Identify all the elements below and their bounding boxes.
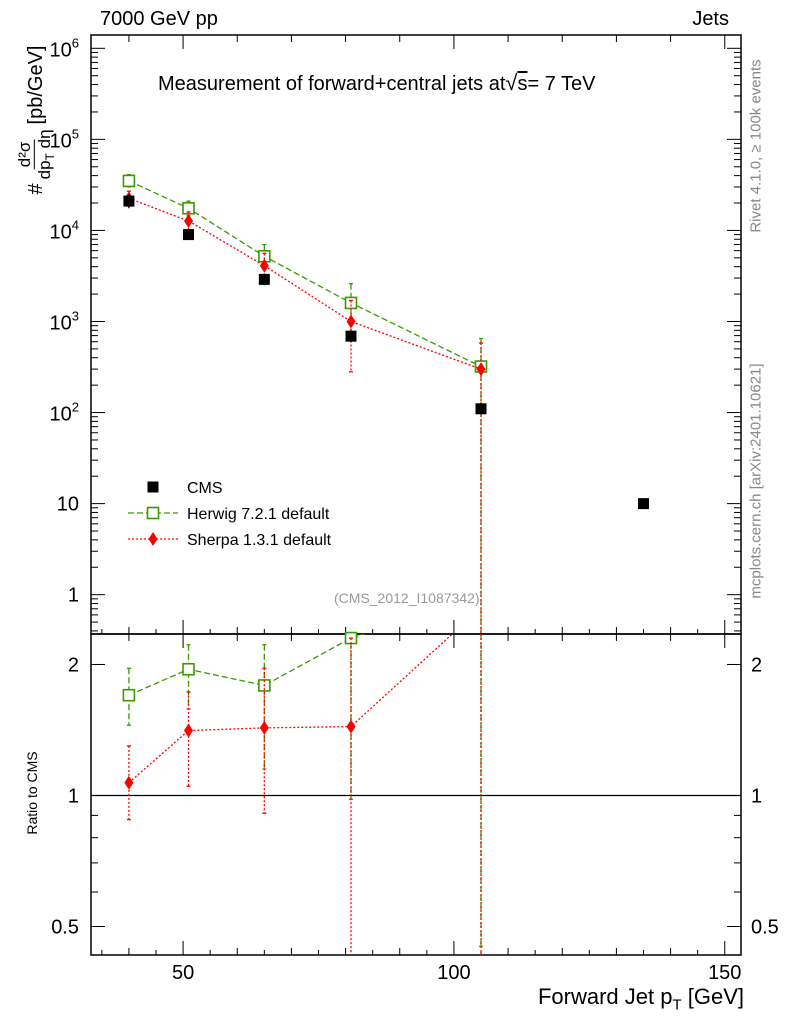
tick-exponent: 3 (72, 308, 79, 323)
beam-label: 7000 GeV pp (100, 8, 218, 30)
main-y-tick-label: 10 (57, 494, 79, 516)
ratio-y-tick-label: 0.5 (51, 916, 79, 938)
tick-base: 10 (50, 312, 72, 334)
tick-exponent: 2 (72, 400, 79, 415)
ratio-herwig-point (182, 662, 195, 676)
ratio-series-layer (122, 631, 483, 955)
y-label-den-sub: T (43, 153, 58, 161)
main-y-tick-label: 105 (50, 126, 79, 152)
main-cms-point (183, 229, 194, 241)
y-label-numerator: d²σ (14, 139, 35, 170)
main-y-tick-label: 102 (50, 400, 79, 426)
main-y-tick-label: 1 (68, 585, 79, 607)
legend-herwig-marker (146, 506, 160, 520)
main-series-layer (122, 173, 649, 634)
main-y-tick-label: 103 (50, 308, 79, 334)
title-suffix: = 7 TeV (527, 73, 596, 95)
tick-exponent: 4 (72, 217, 79, 232)
process-label: Jets (692, 8, 729, 30)
y-label-hash: # (24, 183, 47, 195)
main-cms-point (638, 498, 649, 510)
x-tick-label: 50 (172, 962, 194, 984)
plot-title: Measurement of forward+central jets at√s… (158, 70, 596, 96)
tick-base: 10 (50, 39, 72, 61)
main-sherpa-point (476, 362, 486, 377)
main-herwig-point (122, 174, 136, 188)
tick-base: 10 (50, 404, 72, 426)
main-sherpa-point (184, 213, 193, 228)
main-cms-point (475, 403, 487, 415)
x-label-pre: Forward Jet p (537, 984, 673, 1009)
ratio-plot-frame (90, 633, 742, 956)
ratio-herwig-line (128, 634, 366, 696)
ratio-y-tick-label: 2 (68, 654, 79, 676)
y-label-units: [pb/GeV] (24, 45, 47, 125)
tick-exponent: 6 (72, 35, 79, 50)
ratio-sherpa-point (184, 723, 193, 738)
x-label-post: [GeV] (681, 984, 744, 1009)
ratio-sherpa-point (259, 720, 269, 735)
tick-exponent: 5 (72, 126, 79, 141)
analysis-watermark: (CMS_2012_I1087342) (334, 590, 480, 606)
legend-sherpa-marker (148, 532, 158, 546)
ratio-herwig-point (122, 688, 136, 702)
ratio-plot-border (90, 633, 742, 956)
main-herwig-point (344, 296, 358, 310)
title-sqrt-sign: √ (505, 70, 518, 95)
main-y-axis-label: # d²σ dpT dη [pb/GeV] (14, 45, 58, 195)
main-cms-point (258, 273, 270, 285)
main-cms-point (123, 195, 135, 207)
main-herwig-line (128, 180, 482, 368)
legend-cms-marker (147, 481, 159, 493)
legend-herwig-label: Herwig 7.2.1 default (187, 506, 330, 523)
mcplots-reference-label: mcplots.cern.ch [arXiv:2401.10621] (747, 363, 765, 599)
ratio-y-tick-label-right: 2 (751, 654, 762, 676)
main-cms-point (345, 330, 357, 342)
x-axis-label: Forward Jet pT [GeV] (538, 984, 744, 1013)
ratio-y-axis-label: Ratio to CMS (24, 751, 40, 835)
title-sqrt-s: s (517, 73, 528, 95)
legend: CMS Herwig 7.2.1 default Sherpa 1.3.1 defa… (128, 480, 332, 549)
y-label-fraction: d²σ dpT dη (14, 129, 58, 180)
title-prefix: Measurement of forward+central jets at (158, 73, 506, 95)
y-label-den-post: dη (34, 129, 54, 154)
legend-cms-label: CMS (187, 480, 223, 497)
main-sherpa-point (346, 314, 356, 329)
rivet-version-label: Rivet 4.1.0, ≥ 100k events (747, 59, 765, 233)
y-label-den-pre: dp (34, 160, 54, 180)
ratio-sherpa-point (124, 775, 134, 790)
x-tick-label: 100 (437, 962, 470, 984)
y-label-denominator: dpT dη (34, 129, 58, 180)
x-label-sub: T (672, 996, 682, 1014)
main-sherpa-line (128, 197, 482, 370)
main-sherpa-point (259, 258, 269, 273)
tick-base: 10 (50, 130, 72, 152)
x-tick-label: 150 (708, 962, 741, 984)
ratio-y-tick-label-right: 0.5 (751, 916, 779, 938)
ratio-y-tick-label: 1 (68, 785, 79, 807)
main-y-tick-label: 104 (50, 217, 79, 243)
ratio-sherpa-point (346, 719, 356, 734)
tick-base: 10 (50, 221, 72, 243)
main-y-tick-label: 106 (50, 35, 79, 61)
legend-sherpa-label: Sherpa 1.3.1 default (187, 532, 332, 549)
ratio-axis-ticks: 50 100 150 0.5 0.5 1 1 2 2 (51, 634, 779, 984)
ratio-sherpa-line (128, 634, 454, 784)
ratio-y-tick-label-right: 1 (751, 785, 762, 807)
